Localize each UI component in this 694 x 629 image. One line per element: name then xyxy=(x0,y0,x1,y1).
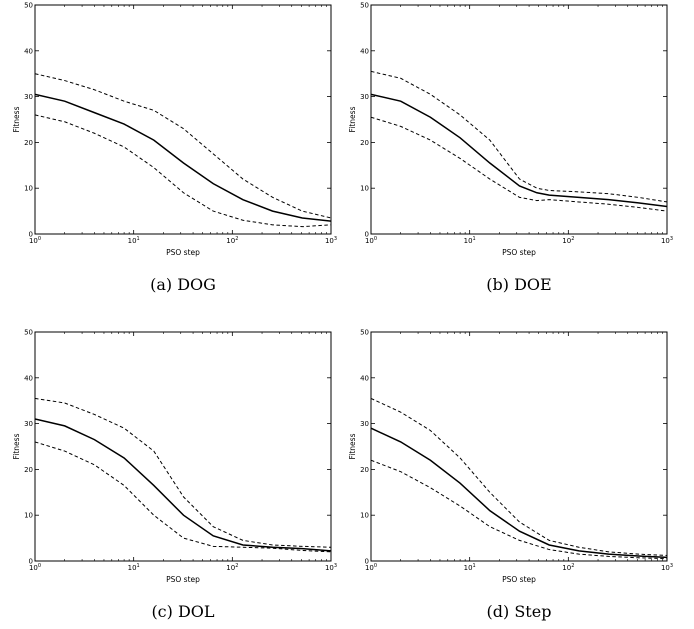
x-tick-label: 100 xyxy=(29,563,41,572)
bound-line-3-2 xyxy=(371,459,667,560)
x-tick-label: 101 xyxy=(128,236,140,245)
y-tick-label: 0 xyxy=(29,558,33,566)
y-tick-label: 50 xyxy=(360,329,369,337)
y-tick-label: 40 xyxy=(360,374,369,382)
x-axis-label: PSO step xyxy=(166,575,200,584)
x-tick-label: 101 xyxy=(464,236,476,245)
mean-line-2-0 xyxy=(35,418,331,552)
y-tick-label: 30 xyxy=(360,420,369,428)
x-axis-label: PSO step xyxy=(502,575,536,584)
y-tick-label: 0 xyxy=(365,558,369,566)
panel-caption: (a) DOG xyxy=(150,275,216,294)
x-tick-label: 103 xyxy=(661,563,673,572)
y-tick-label: 50 xyxy=(24,329,33,337)
y-tick-label: 20 xyxy=(360,139,369,147)
bound-line-1-1 xyxy=(371,70,667,203)
panel-3: 0 10 20 30 40 50 100 101 102 103 PSO step Fitness (d… xyxy=(348,329,673,622)
x-axis-label: PSO step xyxy=(502,248,536,257)
y-axis-label: Fitness xyxy=(12,433,21,459)
panel-caption: (c) DOL xyxy=(151,602,214,621)
panel-2: 0 10 20 30 40 50 100 101 102 103 PSO step Fitness (c… xyxy=(12,329,337,622)
y-tick-label: 10 xyxy=(360,512,369,520)
x-tick-label: 101 xyxy=(464,563,476,572)
x-tick-label: 103 xyxy=(325,563,337,572)
y-axis-label: Fitness xyxy=(348,106,357,132)
y-tick-label: 10 xyxy=(24,512,33,520)
y-tick-label: 30 xyxy=(24,420,33,428)
y-tick-label: 40 xyxy=(360,47,369,55)
y-tick-label: 30 xyxy=(24,93,33,101)
plot-frame xyxy=(370,331,668,562)
x-tick-label: 103 xyxy=(661,236,673,245)
x-tick-label: 102 xyxy=(562,236,574,245)
y-tick-label: 30 xyxy=(360,93,369,101)
y-tick-label: 20 xyxy=(360,466,369,474)
x-tick-label: 101 xyxy=(128,563,140,572)
y-tick-label: 10 xyxy=(24,185,33,193)
panel-caption: (d) Step xyxy=(487,602,552,621)
plot-frame xyxy=(370,4,668,235)
x-tick-label: 102 xyxy=(226,563,238,572)
y-tick-label: 0 xyxy=(365,231,369,239)
x-tick-label: 100 xyxy=(365,236,377,245)
x-tick-label: 100 xyxy=(29,236,41,245)
plot-frame xyxy=(34,331,332,562)
y-tick-label: 20 xyxy=(24,139,33,147)
x-tick-label: 100 xyxy=(365,563,377,572)
panel-1: 0 10 20 30 40 50 100 101 102 103 PSO step Fitness (b… xyxy=(348,2,673,295)
bound-line-2-1 xyxy=(35,397,331,548)
x-tick-label: 102 xyxy=(226,236,238,245)
panel-caption: (b) DOE xyxy=(486,275,551,294)
x-tick-label: 103 xyxy=(325,236,337,245)
y-tick-label: 40 xyxy=(24,374,33,382)
bound-line-3-1 xyxy=(371,397,667,556)
y-tick-label: 40 xyxy=(24,47,33,55)
y-tick-label: 50 xyxy=(360,2,369,10)
panel-0: 0 10 20 30 40 50 100 101 102 103 PSO step Fitness (a… xyxy=(12,2,337,295)
y-axis-label: Fitness xyxy=(348,433,357,459)
y-tick-label: 0 xyxy=(29,231,33,239)
plot-frame xyxy=(34,4,332,235)
mean-line-1-0 xyxy=(371,93,667,208)
bound-line-0-1 xyxy=(35,73,331,219)
y-axis-label: Fitness xyxy=(12,106,21,132)
y-tick-label: 20 xyxy=(24,466,33,474)
x-axis-label: PSO step xyxy=(166,248,200,257)
y-tick-label: 50 xyxy=(24,2,33,10)
x-tick-label: 102 xyxy=(562,563,574,572)
y-tick-label: 10 xyxy=(360,185,369,193)
bound-line-1-2 xyxy=(371,116,667,212)
bound-line-0-2 xyxy=(35,114,331,228)
mean-line-0-0 xyxy=(35,93,331,222)
mean-line-3-0 xyxy=(371,427,667,559)
